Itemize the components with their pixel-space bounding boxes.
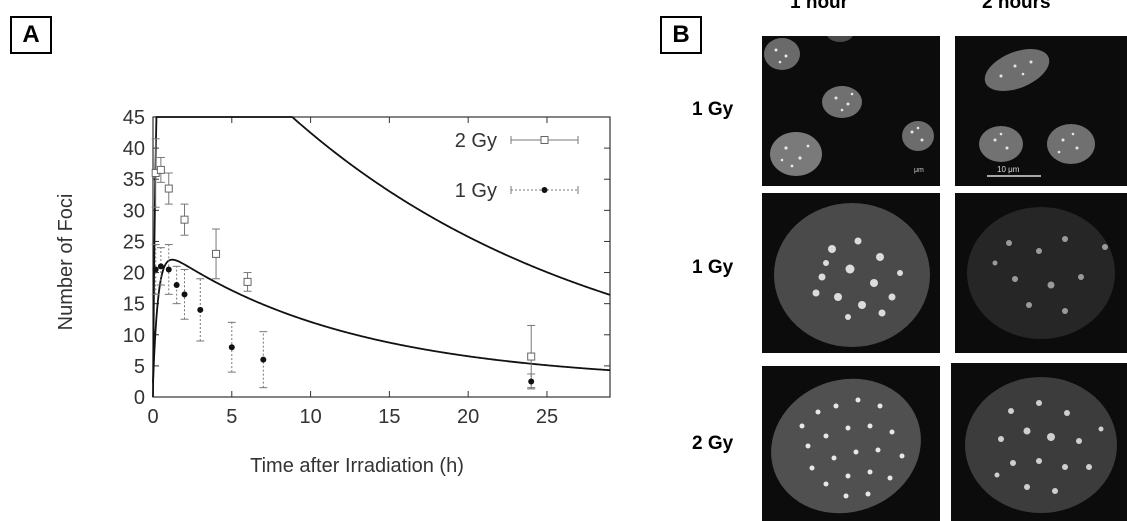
fit-curve-0: [152, 116, 611, 398]
micrograph-1gy-2h-low: 10 μm: [955, 36, 1127, 186]
plot-frame: [152, 116, 611, 398]
data-point-1gy: [260, 356, 267, 363]
column-header-2-hours: 2 hours: [982, 0, 1051, 13]
x-tick-label: 20: [457, 406, 479, 428]
y-axis-label: Number of Foci: [55, 194, 77, 331]
panel-label-a: A: [10, 16, 52, 54]
fit-curve-1: [152, 258, 611, 383]
x-axis-label: Time after Irradiation (h): [250, 455, 464, 477]
row-label-1gy-middle: 1 Gy: [692, 257, 734, 278]
data-point-2gy: [156, 165, 165, 174]
data-point-1gy: [173, 282, 180, 288]
x-tick-label: 5: [226, 406, 237, 428]
y-tick-label: 30: [123, 200, 145, 222]
x-tick-label: 25: [536, 406, 558, 428]
x-tick-label: 10: [299, 406, 321, 428]
y-tick-label: 40: [123, 138, 145, 160]
data-point-1gy: [181, 291, 188, 298]
data-point-2gy: [527, 352, 536, 361]
data-point-2gy: [164, 184, 173, 193]
data-point-1gy: [152, 266, 159, 273]
micrograph-2gy-2h-high: [951, 363, 1127, 521]
micrograph-2gy-1h-high: [762, 366, 940, 521]
legend-label-1: 1 Gy: [455, 180, 497, 202]
micrograph-1gy-1h-low: μm: [762, 36, 940, 186]
data-point-1gy: [165, 266, 172, 273]
panel-label-b: B: [660, 16, 702, 54]
legend-marker-1gy: [541, 187, 548, 193]
y-tick-label: 5: [134, 356, 145, 378]
micrograph-1gy-1h-high: [762, 193, 940, 353]
scale-bar-label: 10 μm: [997, 165, 1020, 174]
y-tick-label: 10: [123, 325, 145, 347]
row-label-1gy-top: 1 Gy: [692, 99, 734, 120]
data-point-1gy: [228, 344, 235, 351]
column-header-1-hour: 1 hour: [790, 0, 849, 13]
y-tick-label: 25: [123, 231, 145, 253]
chart-axes: 0 5 10 15 20 25 0 5 10 15 20 25 30 35 40 45: [123, 107, 611, 428]
data-point-2gy: [180, 215, 189, 224]
y-tick-label: 35: [123, 169, 145, 191]
x-tick-label: 15: [378, 406, 400, 428]
data-point-1gy: [197, 306, 204, 313]
data-point-2gy: [243, 277, 252, 286]
legend-marker-2gy: [540, 136, 549, 144]
y-tick-label: 20: [123, 263, 145, 285]
y-tick-label: 45: [123, 107, 145, 129]
micrograph-1gy-2h-high: [955, 193, 1127, 353]
svg-text:μm: μm: [914, 167, 924, 174]
data-point-1gy: [157, 263, 164, 270]
y-tick-label: 0: [134, 387, 145, 409]
foci-chart: 0 5 10 15 20 25 0 5 10 15 20 25 30 35 40 45 2 Gy 1 Gy Ti…: [55, 107, 611, 477]
data-point-1gy: [528, 378, 535, 385]
legend-label-0: 2 Gy: [455, 130, 497, 152]
y-tick-label: 15: [123, 294, 145, 316]
chart-legend: 2 Gy 1 Gy: [455, 130, 579, 202]
fit-curves: [152, 116, 611, 398]
row-label-2gy: 2 Gy: [692, 433, 734, 454]
x-tick-label: 0: [147, 406, 158, 428]
data-points: [151, 138, 536, 390]
data-point-2gy: [212, 249, 221, 258]
